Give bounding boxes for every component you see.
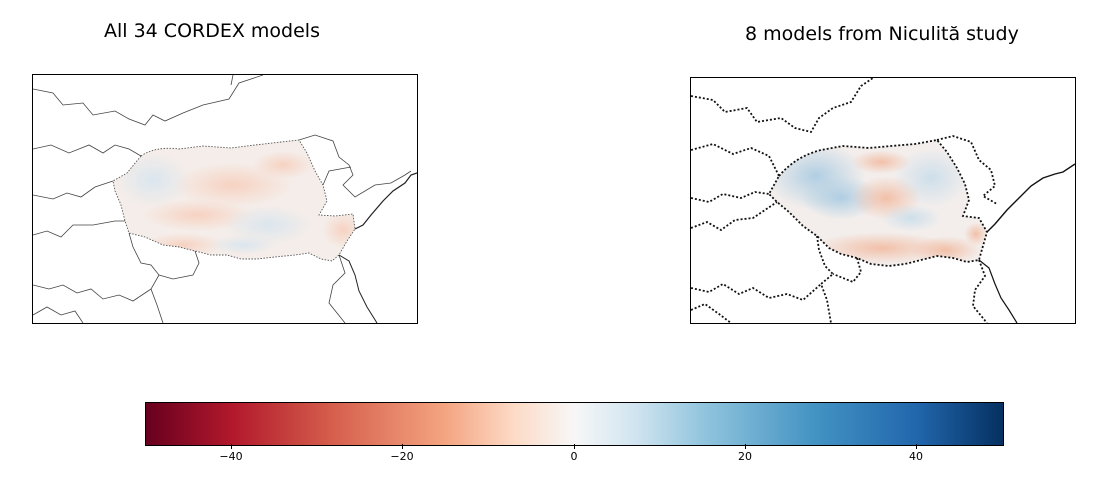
panel-title-all-models: All 34 CORDEX models xyxy=(104,20,320,42)
colorbar-tick xyxy=(916,444,917,449)
colorbar-tick-label: −20 xyxy=(390,450,414,463)
colorbar-tick-label: 0 xyxy=(570,450,578,463)
colorbar xyxy=(145,402,1004,446)
coastline xyxy=(354,172,417,230)
country-borders-dotted xyxy=(691,78,998,323)
country-border-romania xyxy=(112,139,356,262)
map-panel-all-models xyxy=(32,74,418,324)
panel-title-niculita-models: 8 models from Niculită study xyxy=(745,23,1019,45)
map-all-models xyxy=(33,75,417,323)
colorbar-tick-label: 20 xyxy=(738,450,752,463)
coastline xyxy=(986,163,1075,233)
coastline-south xyxy=(338,254,378,323)
map-niculita-models xyxy=(691,78,1075,323)
colorbar-tick-label: 40 xyxy=(909,450,923,463)
colorbar-tick xyxy=(402,444,403,449)
colorbar-tick xyxy=(231,444,232,449)
colorbar-tick-label: −40 xyxy=(219,450,243,463)
map-panel-niculita-models xyxy=(690,77,1076,324)
coastline-south xyxy=(978,259,1018,323)
colorbar-tick xyxy=(574,444,575,449)
colorbar-tick xyxy=(745,444,746,449)
anomaly-field-niculita-models xyxy=(769,140,987,266)
neighbour-borders xyxy=(33,75,412,323)
anomaly-field-all-models xyxy=(113,140,355,261)
